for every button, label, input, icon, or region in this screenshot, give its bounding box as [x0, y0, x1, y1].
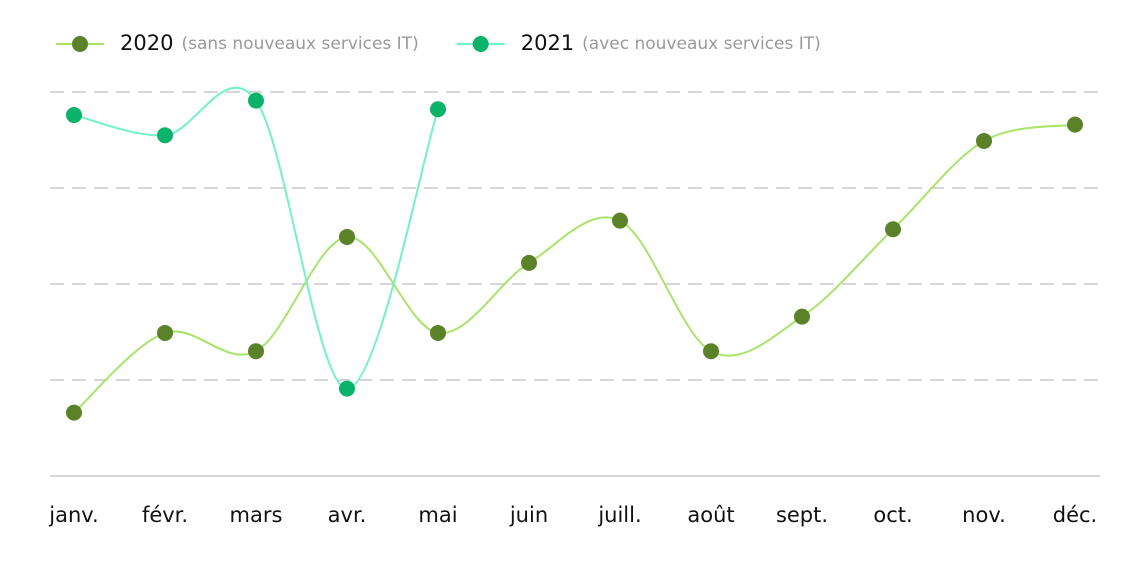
legend-marker	[72, 36, 88, 52]
x-tick-label: mars	[230, 503, 283, 527]
legend-label: 2021 (avec nouveaux services IT)	[521, 31, 821, 55]
data-point	[339, 380, 355, 397]
data-point	[885, 221, 901, 238]
legend-marker	[472, 36, 489, 52]
x-tick-label: oct.	[873, 503, 912, 527]
data-point	[794, 308, 810, 325]
legend-detail: (sans nouveaux services IT)	[181, 34, 418, 54]
data-point	[1067, 116, 1083, 133]
x-tick-label: juill.	[597, 503, 641, 527]
data-point	[976, 132, 992, 149]
data-point	[248, 92, 264, 109]
legend-name: 2020	[120, 31, 173, 55]
legend-name: 2021	[521, 31, 574, 55]
legend-detail: (avec nouveaux services IT)	[582, 34, 821, 54]
x-tick-label: mai	[418, 503, 457, 527]
legend-label: 2020 (sans nouveaux services IT)	[120, 31, 419, 55]
series-line	[73, 123, 1076, 414]
x-tick-label: août	[687, 503, 734, 527]
data-point	[703, 343, 719, 360]
data-point	[339, 228, 355, 245]
data-point	[521, 254, 537, 271]
data-point	[248, 343, 264, 360]
data-point	[157, 127, 173, 144]
x-tick-label: févr.	[142, 503, 188, 527]
x-tick-label: avr.	[328, 503, 367, 527]
data-point	[612, 212, 628, 229]
data-point	[66, 107, 82, 124]
data-point	[157, 324, 173, 341]
x-tick-label: sept.	[776, 503, 828, 527]
data-point	[66, 404, 82, 421]
x-tick-label: janv.	[48, 503, 99, 527]
x-tick-label: déc.	[1053, 503, 1097, 527]
x-tick-label: nov.	[962, 503, 1006, 527]
data-point	[430, 324, 446, 341]
data-point	[430, 101, 446, 118]
x-tick-label: juin	[509, 503, 548, 527]
